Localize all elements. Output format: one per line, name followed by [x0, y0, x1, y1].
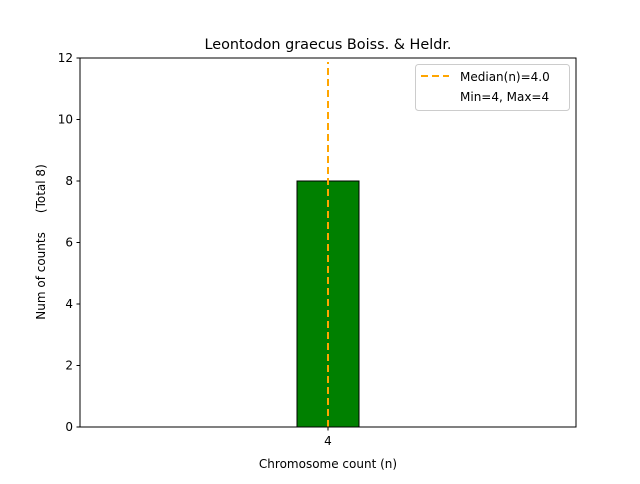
legend-minmax-label: Min=4, Max=4 — [460, 90, 549, 104]
y-tick-label: 4 — [65, 297, 73, 311]
legend: Median(n)=4.0 Min=4, Max=4 — [415, 64, 570, 111]
y-tick-label: 12 — [58, 51, 73, 65]
y-tick-label: 8 — [65, 174, 73, 188]
chart-title: Leontodon graecus Boiss. & Heldr. — [204, 37, 451, 53]
x-tick-label: 4 — [324, 434, 332, 448]
y-tick-label: 10 — [58, 113, 73, 127]
legend-box — [415, 64, 570, 111]
axes-frame — [79, 57, 577, 428]
x-axis: 4 — [324, 427, 332, 448]
plot-area — [80, 62, 545, 428]
y-tick-label: 6 — [65, 236, 73, 250]
y-axis-label: Num of counts (Total 8) — [34, 164, 48, 319]
y-tick-label: 0 — [65, 420, 73, 434]
x-axis-label: Chromosome count (n) — [259, 457, 397, 471]
y-axis: 0 2 4 6 8 10 12 — [58, 51, 80, 434]
legend-median-label: Median(n)=4.0 — [460, 70, 550, 84]
y-tick-label: 2 — [65, 359, 73, 373]
